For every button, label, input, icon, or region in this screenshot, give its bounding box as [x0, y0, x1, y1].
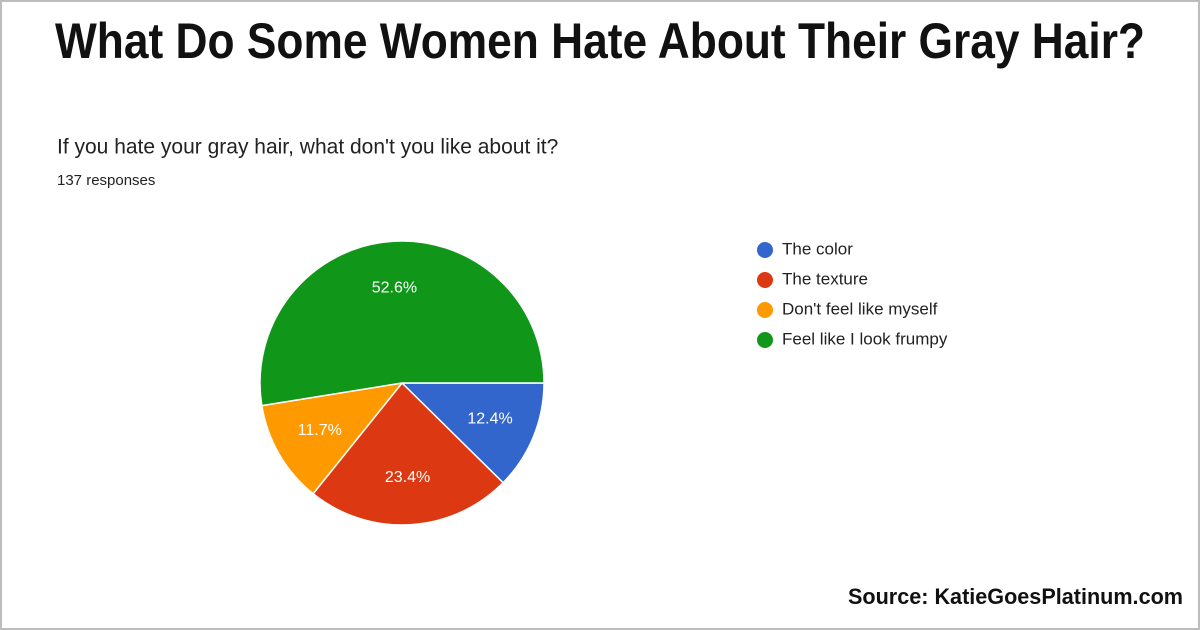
- subtitle: If you hate your gray hair, what don't y…: [57, 136, 558, 159]
- pie-slice: [259, 240, 545, 407]
- legend-label: The texture: [782, 269, 868, 288]
- pie-slice: [260, 381, 404, 495]
- slice-label: 11.7%: [298, 422, 342, 439]
- legend-label: Don't feel like myself: [782, 299, 938, 318]
- legend-label: The color: [782, 239, 853, 258]
- legend-label: Feel like I look frumpy: [782, 329, 948, 348]
- legend-swatch: [757, 332, 773, 348]
- legend-swatch: [757, 242, 773, 258]
- source: Source: KatieGoesPlatinum.com: [848, 584, 1183, 609]
- slice-label: 23.4%: [385, 469, 430, 486]
- legend-swatch: [757, 272, 773, 288]
- chart-title: What Do Some Women Hate About Their Gray…: [55, 13, 1145, 69]
- slice-label: 12.4%: [467, 410, 512, 427]
- pie-slice: [312, 381, 505, 526]
- legend-swatch: [757, 302, 773, 318]
- slice-label: 52.6%: [372, 279, 417, 296]
- response-count: 137 responses: [57, 172, 155, 189]
- pie-slice: [400, 382, 545, 484]
